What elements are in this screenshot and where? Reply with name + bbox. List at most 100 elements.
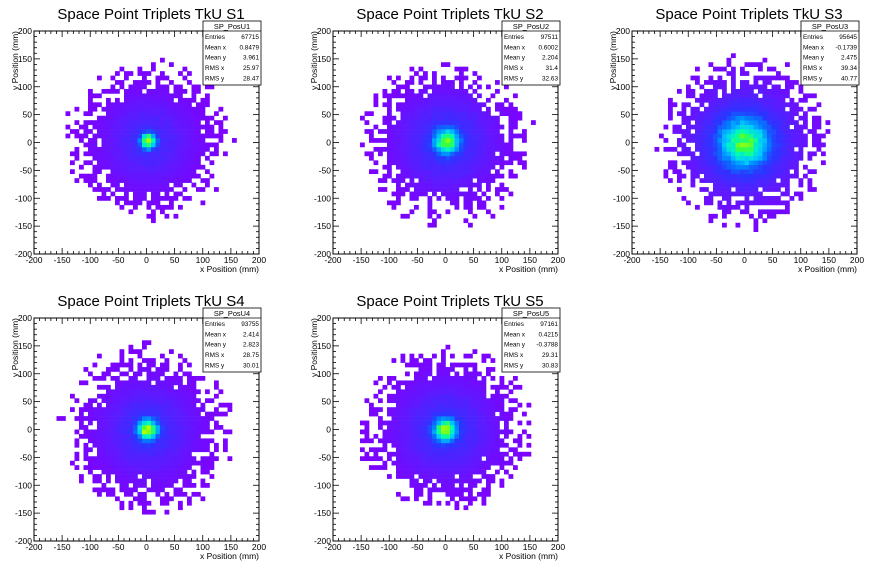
heatmap-cell	[146, 362, 152, 368]
heatmap-cell	[200, 102, 206, 108]
heatmap-cell	[468, 160, 473, 166]
heatmap-cell	[803, 142, 808, 148]
heatmap-cell	[459, 380, 464, 386]
heatmap-cell	[414, 433, 419, 439]
heatmap-cell	[798, 124, 804, 130]
heatmap-cell	[187, 146, 192, 152]
heatmap-cell	[726, 93, 732, 99]
heatmap-cell	[97, 115, 102, 121]
heatmap-cell	[146, 164, 152, 170]
heatmap-cell	[468, 93, 473, 99]
heatmap-cell	[142, 75, 147, 81]
heatmap-cell	[704, 200, 709, 206]
heatmap-cell	[151, 478, 156, 484]
heatmap-cell	[137, 411, 143, 417]
heatmap-cell	[477, 196, 482, 201]
heatmap-cell	[780, 93, 786, 99]
heatmap-cell	[803, 164, 808, 170]
heatmap-cell	[441, 442, 446, 448]
heatmap-cell	[124, 102, 129, 108]
heatmap-cell	[699, 146, 705, 152]
heatmap-cell	[414, 389, 419, 395]
heatmap-cell	[803, 97, 808, 103]
heatmap-cell	[704, 120, 709, 125]
stats-value: 93755	[241, 321, 259, 328]
heatmap-cell	[146, 465, 152, 470]
heatmap-cell	[119, 474, 125, 479]
heatmap-cell	[481, 173, 487, 179]
heatmap-cell	[436, 460, 442, 466]
heatmap-cell	[436, 447, 442, 453]
heatmap-cell	[677, 129, 682, 134]
heatmap-cell	[79, 478, 84, 484]
heatmap-cell	[409, 389, 415, 395]
heatmap-cell	[454, 97, 460, 103]
heatmap-cell	[450, 487, 455, 493]
heatmap-cell	[409, 398, 415, 404]
heatmap-cell	[468, 491, 473, 497]
heatmap-cell	[88, 460, 93, 466]
heatmap-cell	[74, 416, 80, 421]
heatmap-cell	[369, 447, 374, 453]
heatmap-cell	[164, 469, 170, 475]
heatmap-cell	[191, 420, 197, 426]
heatmap-cell	[382, 173, 388, 179]
heatmap-cell	[133, 469, 138, 475]
heatmap-cell	[758, 146, 763, 152]
heatmap-cell	[178, 120, 183, 125]
heatmap-cell	[400, 474, 406, 479]
heatmap-cell	[155, 93, 161, 99]
stats-value: -0.3788	[536, 342, 558, 349]
heatmap-cell	[133, 191, 138, 197]
heatmap-cell	[146, 106, 152, 112]
heatmap-cell	[427, 433, 433, 439]
heatmap-cell	[119, 380, 125, 386]
heatmap-cell	[495, 138, 500, 143]
heatmap-cell	[740, 97, 745, 103]
heatmap-cell	[182, 442, 188, 448]
heatmap-cell	[409, 429, 415, 435]
heatmap-cell	[409, 465, 415, 470]
stats-label: RMS y	[205, 363, 225, 370]
heatmap-cell	[481, 389, 487, 395]
heatmap-cell	[708, 93, 714, 99]
heatmap-cell	[106, 367, 111, 372]
heatmap-cell	[414, 106, 419, 112]
heatmap-cell	[128, 178, 134, 183]
heatmap-cell	[142, 460, 147, 466]
heatmap-cell	[486, 173, 491, 179]
heatmap-cell	[722, 106, 727, 112]
heatmap-cell	[472, 496, 478, 502]
heatmap-cell	[133, 93, 138, 99]
heatmap-cell	[468, 111, 473, 117]
heatmap-cell	[513, 407, 518, 412]
heatmap-cell	[146, 367, 152, 372]
heatmap-cell	[432, 80, 437, 85]
heatmap-cell	[164, 124, 170, 130]
heatmap-cell	[495, 429, 500, 435]
heatmap-cell	[155, 102, 161, 108]
heatmap-cell	[495, 393, 500, 399]
heatmap-cell	[169, 155, 174, 161]
heatmap-cell	[749, 88, 754, 94]
heatmap-cell	[690, 182, 696, 188]
heatmap-cell	[187, 451, 192, 457]
heatmap-cell	[472, 129, 478, 134]
heatmap-cell	[468, 442, 473, 448]
heatmap-cell	[740, 124, 745, 130]
heatmap-cell	[133, 80, 138, 85]
heatmap-cell	[463, 447, 469, 453]
heatmap-cell	[427, 402, 433, 408]
heatmap-cell	[445, 196, 451, 201]
heatmap-cell	[477, 169, 482, 175]
heatmap-cell	[731, 138, 736, 143]
heatmap-cell	[423, 438, 428, 444]
heatmap-cell	[191, 398, 197, 404]
heatmap-cell	[450, 393, 455, 399]
heatmap-cell	[173, 88, 179, 94]
heatmap-cell	[477, 447, 482, 453]
heatmap-cell	[450, 191, 455, 197]
heatmap-cell	[744, 111, 750, 117]
heatmap-cell	[499, 451, 505, 457]
heatmap-cell	[486, 133, 491, 139]
